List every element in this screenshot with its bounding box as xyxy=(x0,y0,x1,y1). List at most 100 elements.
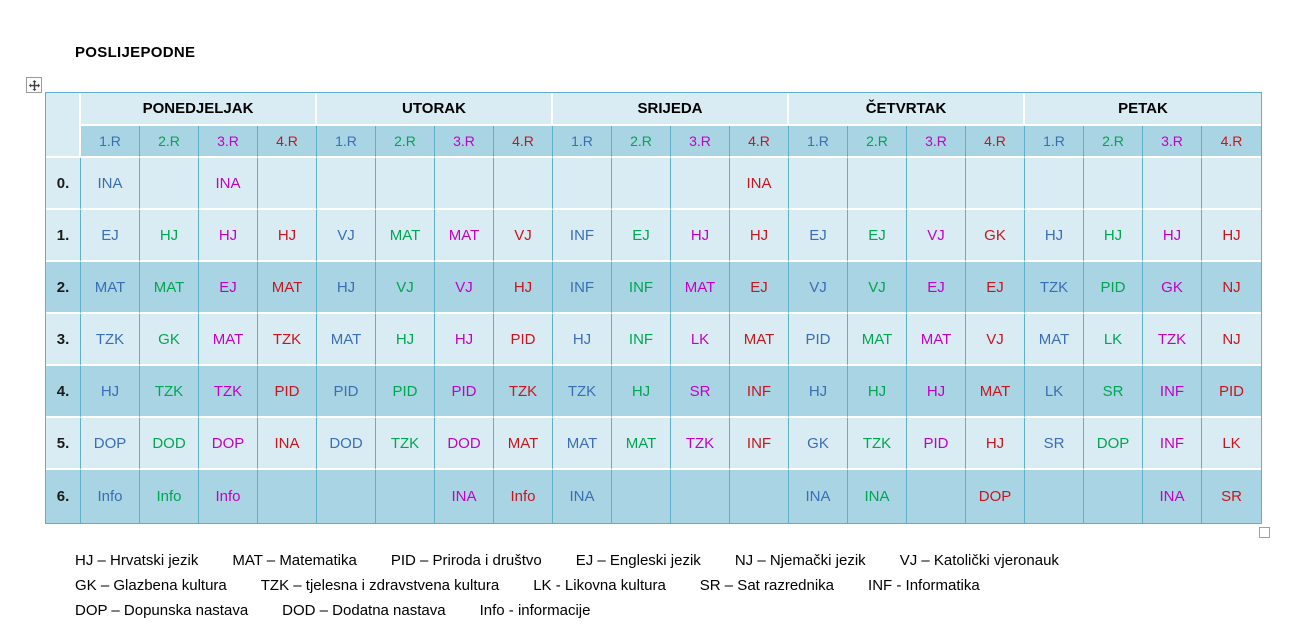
timetable-cell: TZK xyxy=(1025,262,1084,314)
day-header-row: PONEDJELJAK UTORAK SRIJEDA ČETVRTAK PETAK xyxy=(46,93,1261,158)
page-title: POSLIJEPODNE xyxy=(75,44,196,61)
timetable-cell: LK xyxy=(671,314,730,366)
class-header: 4.R xyxy=(1202,126,1261,158)
timetable-cell xyxy=(671,158,730,210)
legend-item: LK - Likovna kultura xyxy=(533,577,666,594)
timetable-cell: HJ xyxy=(1084,210,1143,262)
timetable-cell: DOD xyxy=(140,418,199,470)
class-header: 2.R xyxy=(848,126,907,158)
row-label: 4. xyxy=(46,366,81,418)
timetable-cell: TZK xyxy=(1143,314,1202,366)
legend-line: GK – Glazbena kultura TZK – tjelesna i zd… xyxy=(75,573,1093,598)
class-header: 3.R xyxy=(671,126,730,158)
table-resize-handle[interactable] xyxy=(1259,527,1270,538)
timetable-cell: GK xyxy=(1143,262,1202,314)
timetable-cell: MAT xyxy=(376,210,435,262)
timetable-cell: HJ xyxy=(907,366,966,418)
timetable-cell: HJ xyxy=(140,210,199,262)
timetable-cell: INA xyxy=(258,418,317,470)
timetable-cell xyxy=(612,158,671,210)
timetable-cell: INA xyxy=(730,158,789,210)
timetable-cell: INF xyxy=(1143,366,1202,418)
timetable-cell: TZK xyxy=(81,314,140,366)
timetable-cell: MAT xyxy=(730,314,789,366)
timetable-cell: Info xyxy=(494,470,553,523)
class-header: 3.R xyxy=(199,126,258,158)
timetable-cell: NJ xyxy=(1202,262,1261,314)
move-icon xyxy=(28,79,40,91)
legend-item: EJ – Engleski jezik xyxy=(575,552,701,569)
timetable-cell: INA xyxy=(435,470,494,523)
timetable-cell: HJ xyxy=(435,314,494,366)
timetable-cell: VJ xyxy=(789,262,848,314)
table-move-handle[interactable] xyxy=(26,77,42,93)
timetable-cell: PID xyxy=(317,366,376,418)
timetable-cell: HJ xyxy=(376,314,435,366)
timetable-cell: DOD xyxy=(317,418,376,470)
legend-item: PID – Priroda i društvo xyxy=(390,552,542,569)
timetable-cell: VJ xyxy=(435,262,494,314)
timetable-cell: SR xyxy=(671,366,730,418)
legend-item: NJ – Njemački jezik xyxy=(734,552,866,569)
class-header: 2.R xyxy=(1084,126,1143,158)
timetable-cell: MAT xyxy=(907,314,966,366)
class-header: 2.R xyxy=(376,126,435,158)
timetable-cell: HJ xyxy=(81,366,140,418)
timetable-cell: MAT xyxy=(435,210,494,262)
timetable-cell: LK xyxy=(1084,314,1143,366)
timetable-cell: MAT xyxy=(553,418,612,470)
timetable-cell: HJ xyxy=(789,366,848,418)
timetable-cell: PID xyxy=(1084,262,1143,314)
timetable-cell: DOP xyxy=(81,418,140,470)
class-header: 4.R xyxy=(966,126,1025,158)
timetable-cell: PID xyxy=(1202,366,1261,418)
timetable-cell: MAT xyxy=(612,418,671,470)
class-header: 4.R xyxy=(730,126,789,158)
timetable-cell: VJ xyxy=(848,262,907,314)
timetable-cell xyxy=(258,158,317,210)
row-label: 2. xyxy=(46,262,81,314)
timetable-cell: HJ xyxy=(317,262,376,314)
timetable-cell: SR xyxy=(1025,418,1084,470)
timetable-cell xyxy=(258,470,317,523)
legend-item: DOD – Dodatna nastava xyxy=(282,602,446,619)
timetable-cell: GK xyxy=(140,314,199,366)
timetable-cell: INF xyxy=(730,418,789,470)
timetable-cell xyxy=(1202,158,1261,210)
timetable-cell: INF xyxy=(612,262,671,314)
timetable-cell: PID xyxy=(258,366,317,418)
timetable-cell xyxy=(966,158,1025,210)
legend-item: TZK – tjelesna i zdravstvena kultura xyxy=(260,577,500,594)
timetable-cell: MAT xyxy=(966,366,1025,418)
row-label: 5. xyxy=(46,418,81,470)
timetable-cell: VJ xyxy=(376,262,435,314)
timetable-cell: EJ xyxy=(848,210,907,262)
timetable-row: 0. INA INA INA xyxy=(46,158,1261,210)
timetable-cell: INA xyxy=(553,470,612,523)
day-header: PONEDJELJAK xyxy=(81,93,317,126)
timetable-cell xyxy=(1084,470,1143,523)
class-header: 4.R xyxy=(258,126,317,158)
day-header: PETAK xyxy=(1025,93,1261,126)
timetable-cell xyxy=(494,158,553,210)
timetable-cell xyxy=(907,470,966,523)
timetable-cell: HJ xyxy=(848,366,907,418)
timetable-cell: EJ xyxy=(81,210,140,262)
timetable-cell: MAT xyxy=(848,314,907,366)
timetable-cell: VJ xyxy=(966,314,1025,366)
timetable-cell xyxy=(140,158,199,210)
class-header: 2.R xyxy=(140,126,199,158)
timetable-cell: INA xyxy=(199,158,258,210)
timetable-cell: NJ xyxy=(1202,314,1261,366)
class-header: 3.R xyxy=(435,126,494,158)
class-header: 2.R xyxy=(612,126,671,158)
timetable-cell: TZK xyxy=(140,366,199,418)
day-header: SRIJEDA xyxy=(553,93,789,126)
class-header: 1.R xyxy=(317,126,376,158)
timetable-cell: EJ xyxy=(907,262,966,314)
timetable-cell: VJ xyxy=(317,210,376,262)
timetable-cell: TZK xyxy=(494,366,553,418)
timetable-cell: MAT xyxy=(671,262,730,314)
legend-item: VJ – Katolički vjeronauk xyxy=(899,552,1059,569)
